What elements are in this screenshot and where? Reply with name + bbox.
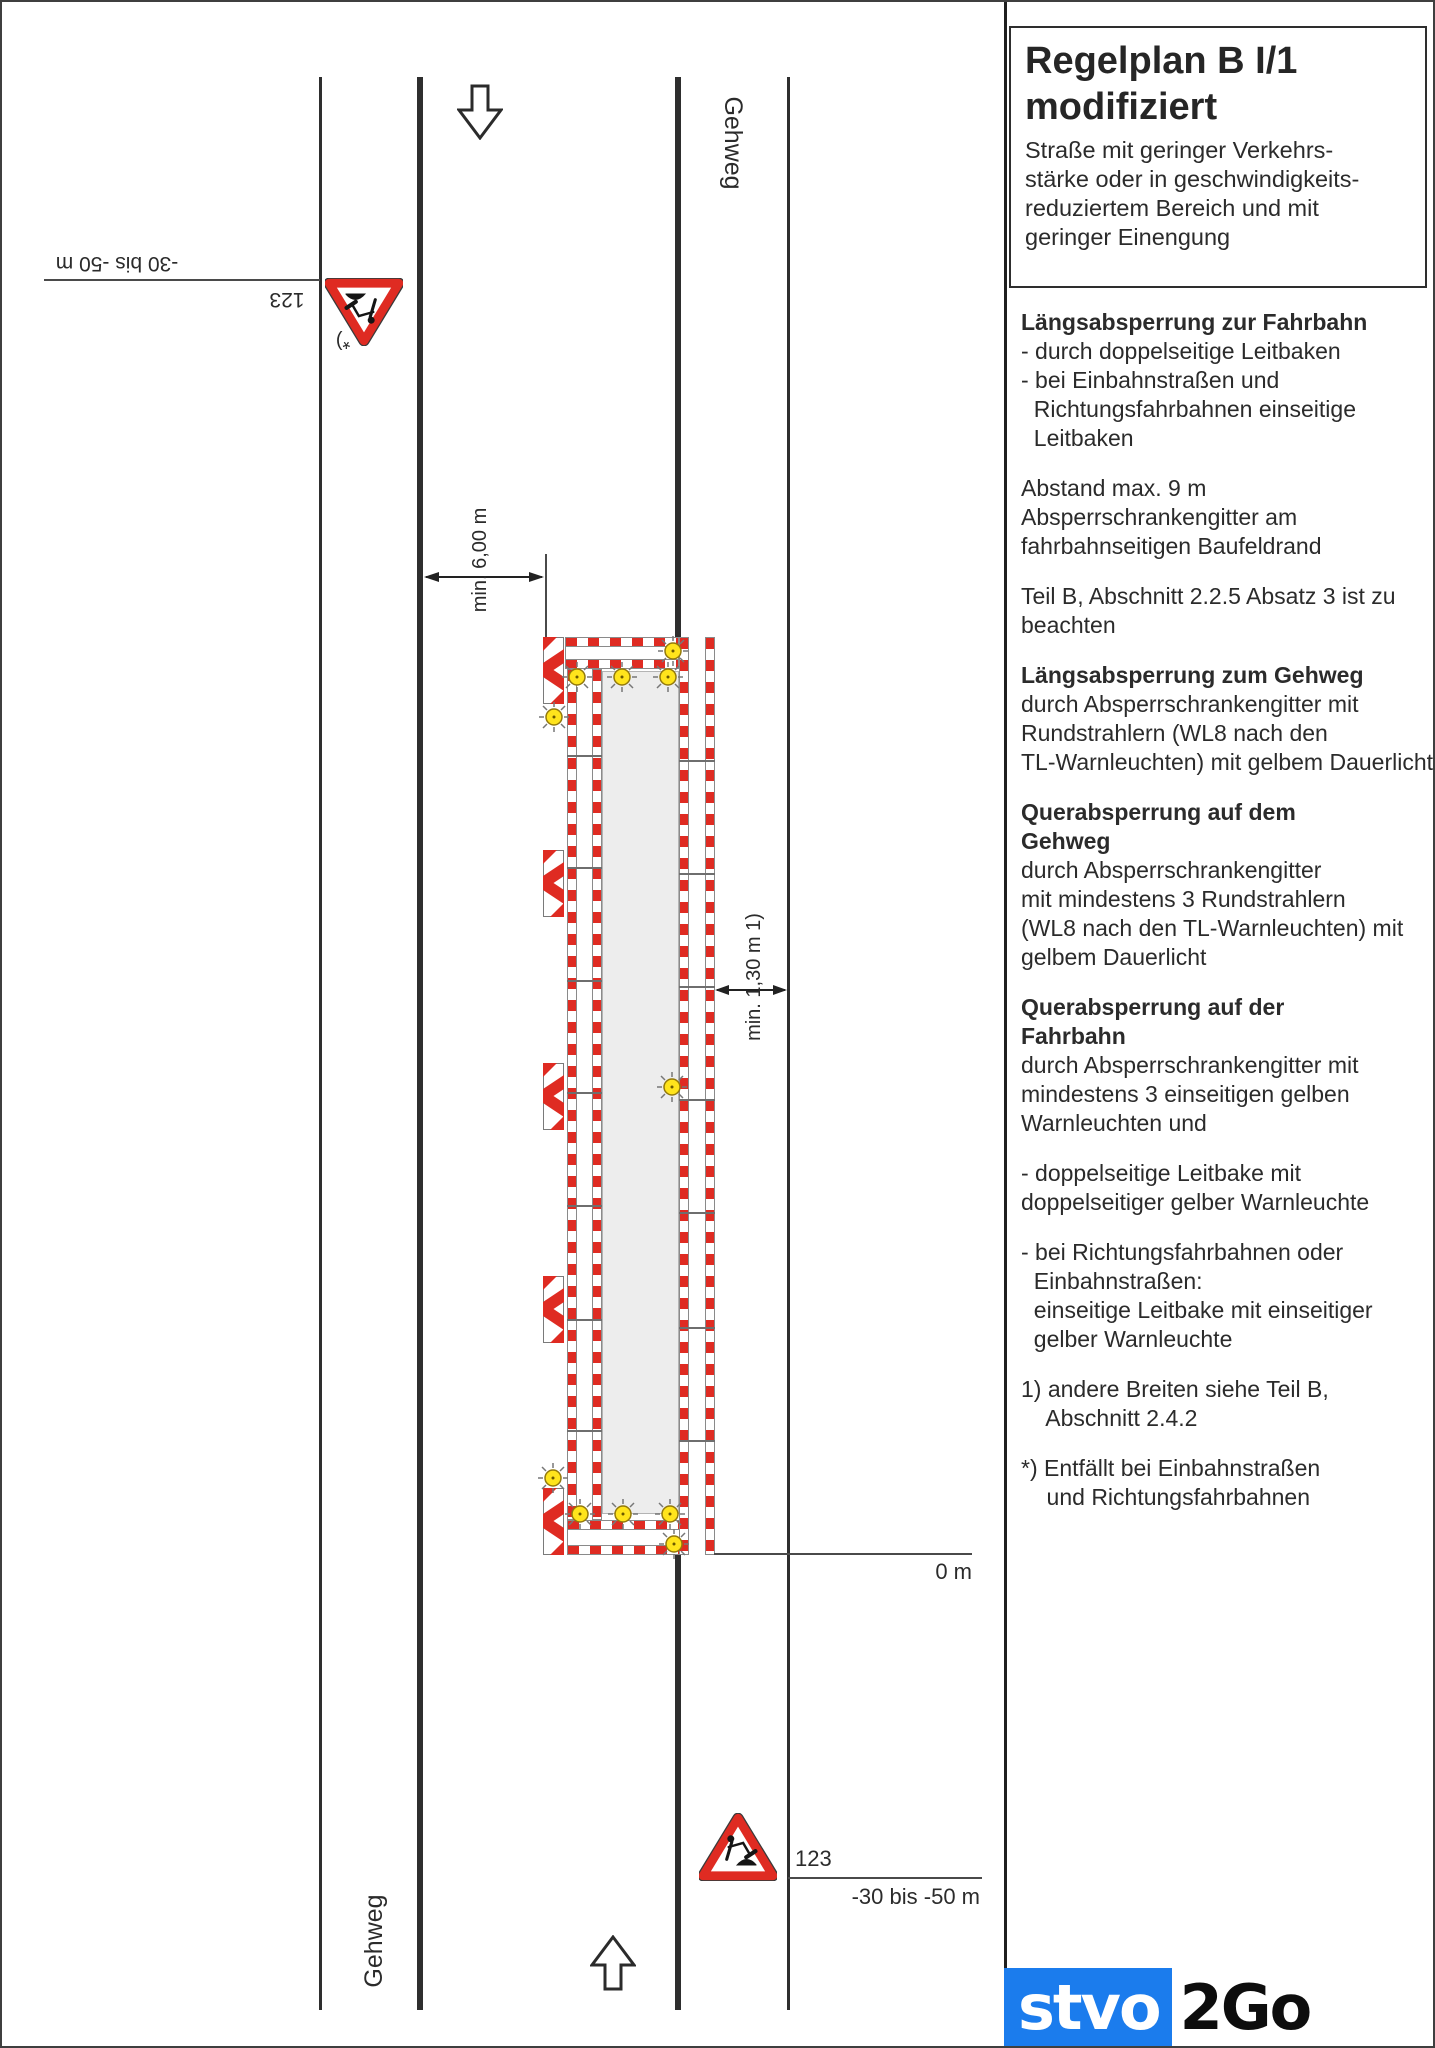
legend-section-body: - durch doppelseitige Leitbaken - bei Ei… (1021, 338, 1357, 451)
stvo2go-logo: stvo 2Go (1004, 1968, 1313, 2046)
legend-section: - doppelseitige Leitbake mit doppelseiti… (1021, 1159, 1431, 1217)
sign-bottom-distance-label: -30 bis -50 m (851, 1884, 980, 1909)
leitbake-chevron-board (543, 1063, 564, 1130)
legend-text: Längsabsperrung zur Fahrbahn - durch dop… (1021, 308, 1434, 1533)
traffic-direction-up-arrow-icon (590, 1935, 636, 1991)
road-edge-line-right-lower (675, 1555, 681, 2010)
legend-section: *) Entfällt bei Einbahnstraßen und Richt… (1021, 1454, 1431, 1512)
barrier-rung (567, 1205, 602, 1207)
leitbake-chevron-board (543, 637, 564, 704)
title-box: Regelplan B I/1 modifiziert Straße mit g… (1009, 26, 1427, 288)
dimension-label-road-width: min. 6,00 m (469, 507, 491, 613)
sign-top-distance-label: -30 bis -50 m (55, 252, 179, 275)
legend-section-body: - doppelseitige Leitbake mit doppelseiti… (1021, 1160, 1370, 1215)
sign-bottom-reference-line (788, 1877, 982, 1879)
legend-section: Abstand max. 9 m Absperrschrankengitter … (1021, 474, 1431, 561)
gehweg-label-top: Gehweg (719, 96, 747, 190)
warning-lamp-icon (653, 662, 683, 692)
warning-lamp-icon (608, 1499, 638, 1529)
legend-section-body: - bei Richtungsfahrbahnen oder Einbahnst… (1021, 1239, 1373, 1352)
barrier-rung (679, 1099, 715, 1101)
dimension-label-sidewalk-width: min. 1,30 m 1) (743, 913, 765, 1041)
station-zero-line (714, 1553, 972, 1555)
barrier-rung (567, 980, 602, 982)
barrier-rung (567, 1319, 602, 1321)
roadworks-sign-top-icon (325, 278, 403, 346)
barrier-rail (705, 637, 715, 1555)
road-edge-line-right-upper (675, 77, 681, 637)
legend-section-body: durch Absperrschrankengitter mit mindest… (1021, 1052, 1359, 1136)
page-title: Regelplan B I/1 modifiziert (1025, 40, 1298, 128)
sidewalk-edge-line-right (787, 77, 790, 2010)
legend-section-body: Abstand max. 9 m Absperrschrankengitter … (1021, 475, 1322, 559)
warning-lamp-icon (659, 1529, 689, 1559)
traffic-direction-down-arrow-icon (457, 84, 503, 140)
legend-section: Längsabsperrung zum Gehweg durch Absperr… (1021, 661, 1434, 777)
legend-section-body: durch Absperrschrankengitter mit mindest… (1021, 857, 1404, 970)
barrier-rail (592, 669, 602, 1520)
road-edge-line-left (417, 77, 423, 2010)
barrier-rung (567, 867, 602, 869)
legend-section: Querabsperrung auf der Fahrbahn durch Ab… (1021, 993, 1431, 1138)
legend-section: Teil B, Abschnitt 2.2.5 Absatz 3 ist zu … (1021, 582, 1431, 640)
legend-section-heading: Querabsperrung auf dem Gehweg (1021, 799, 1296, 854)
gehweg-label-bottom: Gehweg (360, 1894, 388, 1988)
legend-section-body: *) Entfällt bei Einbahnstraßen und Richt… (1021, 1455, 1321, 1510)
legend-section: Längsabsperrung zur Fahrbahn - durch dop… (1021, 308, 1431, 453)
warning-lamp-icon (607, 662, 637, 692)
barrier-rung (679, 986, 715, 988)
legend-section-body: Teil B, Abschnitt 2.2.5 Absatz 3 ist zu … (1021, 583, 1396, 638)
panel-divider (1004, 2, 1007, 2046)
logo-part-stvo: stvo (1004, 1968, 1172, 2046)
leitbake-chevron-board (543, 850, 564, 917)
legend-section-heading: Querabsperrung auf der Fahrbahn (1021, 994, 1285, 1049)
barrier-rung (567, 1092, 602, 1094)
warning-lamp-icon (565, 1499, 595, 1529)
sidewalk-edge-line-left (319, 77, 322, 2010)
sign-top-number-label: 123 (269, 288, 305, 311)
legend-section-body: 1) andere Breiten siehe Teil B, Abschnit… (1021, 1376, 1329, 1431)
barrier-rung (567, 1430, 602, 1432)
barrier-rung (567, 755, 602, 757)
sign-bottom-number-label: 123 (795, 1846, 832, 1871)
dimension-arrow-sidewalk-width (714, 982, 788, 998)
barrier-rung (679, 760, 715, 762)
dimension-arrow-road-width (422, 569, 546, 585)
leitbake-chevron-board (543, 1276, 564, 1343)
legend-section: - bei Richtungsfahrbahnen oder Einbahnst… (1021, 1238, 1431, 1354)
warning-lamp-icon (658, 636, 688, 666)
barrier-rung (679, 873, 715, 875)
roadworks-sign-bottom-icon (699, 1813, 777, 1881)
warning-lamp-icon (539, 702, 569, 732)
warning-lamp-icon (562, 662, 592, 692)
barrier-rung (679, 1440, 715, 1442)
barrier-rail (565, 637, 679, 647)
leitbake-chevron-board (543, 1488, 564, 1555)
sign-top-footnote-label: *) (335, 330, 351, 352)
warning-lamp-icon (655, 1499, 685, 1529)
warning-lamp-icon (538, 1463, 568, 1493)
legend-section-heading: Längsabsperrung zum Gehweg (1021, 662, 1364, 688)
sign-top-reference-line (44, 279, 320, 281)
station-zero-label: 0 m (935, 1559, 972, 1584)
legend-section: Querabsperrung auf dem Gehweg durch Absp… (1021, 798, 1431, 972)
logo-part-2go: 2Go (1179, 1971, 1313, 2044)
legend-section-body: durch Absperrschrankengitter mit Rundstr… (1021, 691, 1434, 775)
dimension-extension-line (545, 554, 547, 638)
barrier-rail (567, 669, 577, 1520)
barrier-rung (679, 1327, 715, 1329)
barrier-rung (679, 1212, 715, 1214)
legend-section: 1) andere Breiten siehe Teil B, Abschnit… (1021, 1375, 1431, 1433)
page-subtitle: Straße mit geringer Verkehrs- stärke ode… (1025, 137, 1360, 250)
warning-lamp-icon (657, 1072, 687, 1102)
legend-section-heading: Längsabsperrung zur Fahrbahn (1021, 309, 1368, 335)
